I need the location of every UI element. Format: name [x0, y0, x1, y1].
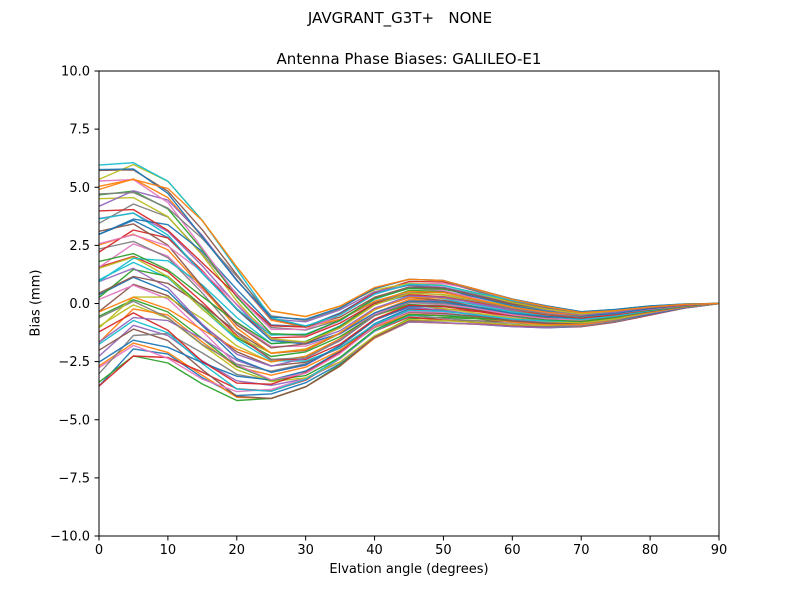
bias-series-line [98, 178, 720, 318]
x-tick-label: 50 [435, 543, 452, 558]
y-tick-label: −2.5 [58, 355, 90, 370]
y-tick-label: 2.5 [69, 239, 90, 254]
y-axis-label: Bias (mm) [28, 269, 44, 337]
x-tick-label: 70 [573, 543, 590, 558]
x-tick-label: 30 [297, 543, 314, 558]
y-tick-label: 0.0 [69, 297, 90, 312]
y-tick-label: −7.5 [58, 471, 90, 486]
x-tick-label: 20 [229, 543, 246, 558]
bias-series-line [98, 229, 720, 339]
x-tick-label: 60 [504, 543, 521, 558]
y-tick-label: 5.0 [69, 181, 90, 196]
y-tick-label: −5.0 [58, 413, 90, 428]
y-tick-label: 10.0 [61, 65, 90, 80]
axes-title: Antenna Phase Biases: GALILEO-E1 [276, 50, 542, 68]
y-tick-label: −10.0 [50, 530, 90, 545]
x-tick-label: 80 [642, 543, 659, 558]
x-tick-label: 90 [711, 543, 728, 558]
figure-title: JAVGRANT_G3T+ NONE [307, 9, 493, 27]
y-tick-label: 7.5 [69, 123, 90, 138]
x-tick-label: 40 [366, 543, 383, 558]
x-tick-label: 0 [95, 543, 103, 558]
x-axis-label: Elvation angle (degrees) [329, 562, 489, 577]
x-tick-label: 10 [160, 543, 177, 558]
